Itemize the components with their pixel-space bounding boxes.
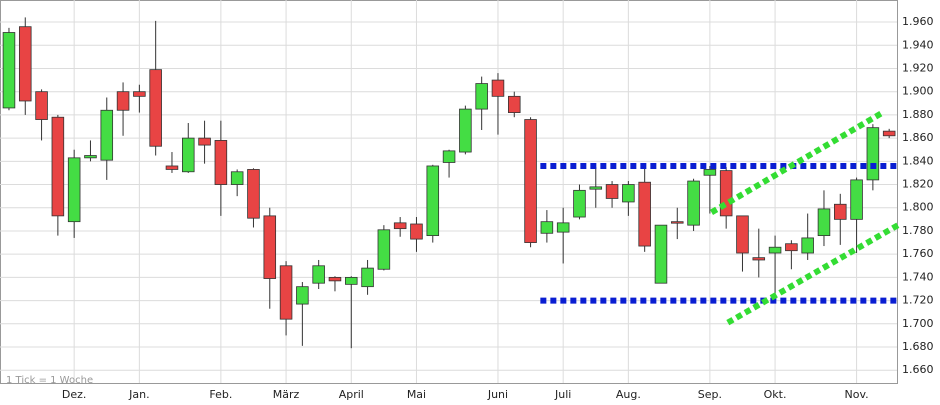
candle-body [540, 221, 554, 234]
candle-body [524, 119, 537, 243]
y-tick-label: 1.840 [902, 154, 934, 167]
y-tick-label: 1.760 [902, 247, 934, 260]
candle-body [100, 109, 114, 161]
x-tick-label: Sep. [698, 388, 722, 401]
candle-body [230, 171, 244, 185]
candle-body [491, 79, 505, 97]
y-tick-label: 1.700 [902, 317, 934, 330]
x-tick-label: Juli [554, 388, 571, 401]
candle-body [84, 155, 97, 159]
trend-line [709, 109, 885, 215]
candle-body [165, 165, 179, 170]
candle-body [149, 69, 162, 147]
candle-body [687, 180, 700, 226]
candle-body [622, 184, 635, 203]
y-tick-label: 1.800 [902, 201, 934, 214]
x-tick-label: Jan. [128, 388, 149, 401]
candle-body [393, 222, 407, 230]
y-tick-label: 1.940 [902, 38, 934, 51]
candle-body [345, 276, 358, 285]
candle-body [279, 265, 293, 320]
candle-body [556, 222, 570, 233]
y-tick-label: 1.780 [902, 224, 934, 237]
candle-body [116, 91, 130, 111]
x-tick-label: Aug. [616, 388, 641, 401]
candle-body [638, 181, 651, 247]
candle-body [198, 137, 211, 146]
plot-frame [0, 0, 898, 384]
candle-body [475, 83, 488, 110]
candle-body [654, 224, 668, 284]
candle-body [573, 189, 586, 218]
candle-body [719, 170, 733, 217]
candle-body [133, 91, 146, 97]
candle-body [328, 276, 342, 282]
candle-body [377, 229, 391, 270]
candle-body [508, 95, 521, 113]
candle-body [410, 223, 423, 240]
y-tick-label: 1.660 [902, 363, 934, 376]
y-tick-label: 1.820 [902, 178, 934, 191]
candle-body [703, 169, 717, 176]
candle-body [312, 265, 325, 284]
y-tick-label: 1.860 [902, 131, 934, 144]
y-tick-label: 1.960 [902, 15, 934, 28]
candle-body [214, 140, 228, 185]
candle-body [671, 221, 684, 224]
candle-body [850, 179, 863, 220]
x-tick-label: Okt. [764, 388, 787, 401]
x-tick-label: April [339, 388, 364, 401]
y-tick-label: 1.920 [902, 61, 934, 74]
x-tick-label: Juni [487, 388, 508, 401]
candle-body [752, 257, 766, 261]
trend-line [726, 221, 902, 326]
candle-body [361, 267, 374, 288]
y-tick-label: 1.880 [902, 108, 934, 121]
candle-body [736, 215, 749, 254]
y-tick-label: 1.680 [902, 340, 934, 353]
candle-body [866, 127, 880, 181]
candle-body [35, 91, 48, 120]
candle-body [605, 184, 619, 199]
candle-body [51, 116, 65, 217]
candle-body [442, 150, 456, 163]
candle-body [181, 137, 195, 173]
candle-body [882, 130, 896, 137]
x-tick-label: Feb. [209, 388, 232, 401]
x-tick-label: Mai [407, 388, 426, 401]
x-tick-label: Dez. [62, 388, 87, 401]
candle-body [247, 169, 260, 219]
y-tick-label: 1.720 [902, 294, 934, 307]
x-tick-label: März [273, 388, 300, 401]
candle-body [426, 165, 440, 237]
x-tick-label: Nov. [845, 388, 869, 401]
candle-body [18, 26, 32, 102]
candle-body [817, 208, 831, 237]
candle-body [263, 215, 277, 279]
candle-body [785, 243, 798, 252]
candle-body [589, 186, 603, 190]
note: 1 Tick = 1 Woche [6, 375, 93, 386]
candle-body [801, 237, 814, 254]
candle-body [834, 203, 847, 220]
candle-body [67, 157, 81, 223]
candle-body [768, 246, 782, 254]
candle-body [2, 32, 16, 109]
y-tick-label: 1.740 [902, 270, 934, 283]
candle-body [296, 286, 309, 305]
y-tick-label: 1.900 [902, 85, 934, 98]
candle-body [459, 108, 472, 153]
